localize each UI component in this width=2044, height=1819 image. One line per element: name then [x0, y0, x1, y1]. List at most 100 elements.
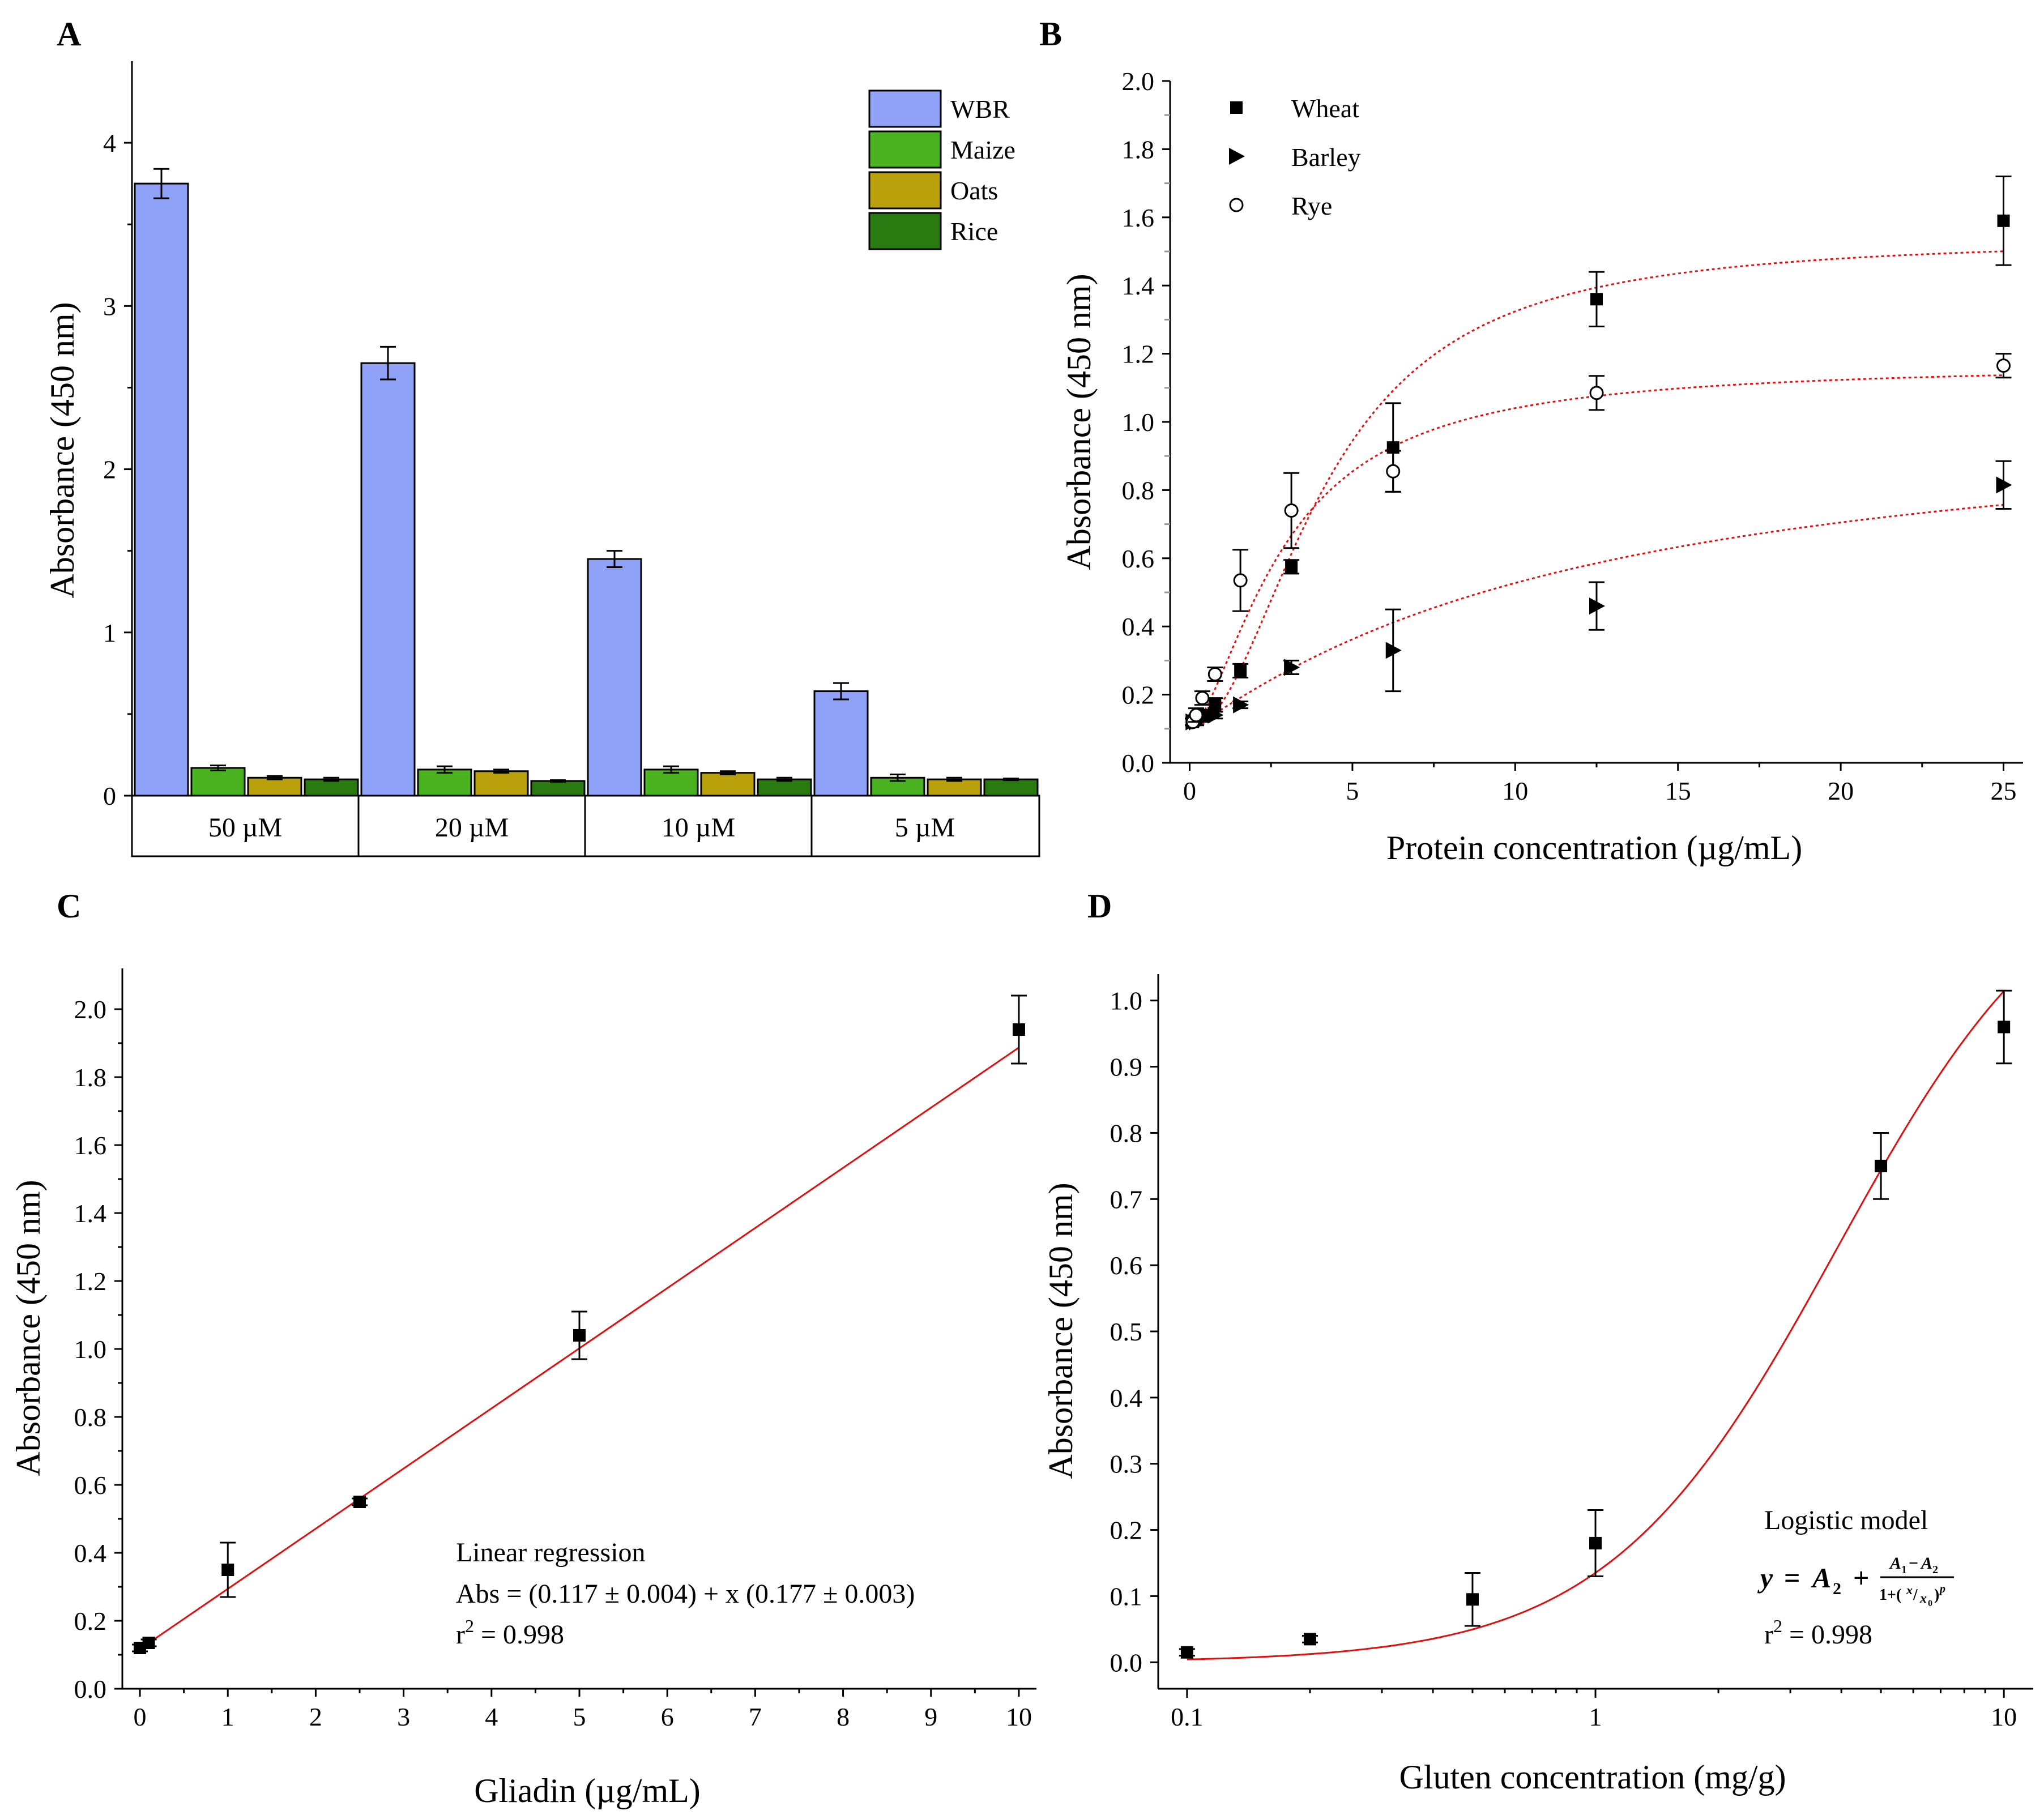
- panel-a-bar-wbr: [360, 362, 416, 797]
- panel-b-y-tick-label: 1.0: [1122, 408, 1155, 437]
- panel-c-x-tick-label: 10: [1006, 1702, 1032, 1731]
- panel-a-bar-wbr: [813, 690, 869, 797]
- panel-b-x-tick-label: 10: [1502, 776, 1528, 805]
- panel-d-x-tick-label: 1: [1589, 1702, 1602, 1731]
- panel-a-bar-wbr: [134, 182, 189, 797]
- panel-c-annotation-title: Linear regression: [456, 1538, 646, 1568]
- panel-b-x-axis-title: Protein concentration (µg/mL): [1386, 829, 1802, 866]
- panel-d-point: [1303, 1633, 1316, 1646]
- panel-d-annotation-title: Logistic model: [1764, 1505, 1928, 1535]
- panel-a-legend-swatch-oats: [868, 171, 942, 210]
- panel-d-r2-sup: 2: [1773, 1616, 1782, 1636]
- panel-b-point-barley: [1589, 597, 1605, 615]
- panel-d-logistic-formula: y = A 2 + A 1 − A 2 1+( x / x 0 ) p: [1757, 1554, 1954, 1608]
- panel-d-y-tick-label: 0.6: [1110, 1251, 1143, 1280]
- panel-b-y-tick-label: 2.0: [1122, 67, 1155, 96]
- svg-text:=: =: [1784, 1562, 1800, 1594]
- svg-text:2: 2: [1932, 1564, 1938, 1576]
- panel-c-y-tick-label: 1.0: [74, 1335, 107, 1364]
- panel-c-x-tick-label: 0: [134, 1702, 147, 1731]
- panel-c-y-tick-label: 0.6: [74, 1471, 107, 1500]
- panel-b-fit-barley: [1190, 503, 2004, 729]
- panel-b-y-tick-label: 1.2: [1122, 340, 1155, 369]
- panel-c-point: [353, 1496, 366, 1508]
- panel-c-point: [573, 1329, 586, 1342]
- panel-a-category-label: 5 µM: [895, 813, 955, 843]
- panel-d-r2-prefix: r: [1764, 1620, 1773, 1650]
- panel-c-point: [1012, 1023, 1025, 1036]
- svg-text:/: /: [1913, 1586, 1918, 1604]
- panel-b-point-wheat: [1285, 560, 1298, 573]
- panel-d-y-tick-label: 0.4: [1110, 1384, 1143, 1412]
- panel-b-y-tick-label: 1.4: [1122, 271, 1155, 300]
- panel-b-point-barley: [1284, 659, 1300, 676]
- panel-a-bar-oats: [473, 770, 529, 797]
- panel-c-x-tick-label: 8: [837, 1702, 850, 1731]
- panel-b-y-tick-label: 0.0: [1122, 749, 1155, 778]
- panel-d-point: [1180, 1646, 1193, 1659]
- panel-b-x-tick-label: 25: [1991, 776, 2017, 805]
- panel-c-annotation-r2: r2 = 0.998: [456, 1616, 564, 1650]
- panel-c-x-tick-label: 3: [397, 1702, 410, 1731]
- svg-text:1: 1: [1901, 1564, 1907, 1576]
- panel-b-legend-label: Rye: [1291, 191, 1332, 220]
- panel-b-x-tick-label: 5: [1346, 776, 1359, 805]
- panel-d-point: [1589, 1536, 1602, 1549]
- panel-b-point-wheat: [1209, 698, 1222, 711]
- panel-d-y-tick-label: 0.9: [1110, 1053, 1143, 1082]
- panel-c-y-axis-title: Absorbance (450 nm): [10, 1180, 47, 1476]
- panel-d-y-ticks: 0.0 0.1 0.2 0.3 0.4 0.5 0.6 0.7 0.8 0.9 1.0: [1110, 987, 1158, 1677]
- panel-b-x-tick-label: 15: [1665, 776, 1691, 805]
- panel-a-y-tick-label: 4: [103, 129, 116, 157]
- panel-d-x-ticks: 0.1 1 10: [1171, 1689, 2017, 1731]
- panel-b-point-barley: [1996, 476, 2012, 494]
- panel-c-x-tick-label: 5: [573, 1702, 586, 1731]
- panel-b-legend-label: Wheat: [1291, 94, 1359, 123]
- panel-c-y-ticks: 0.0 0.2 0.4 0.6 0.8 1.0 1.2 1.4 1.6 1.8 2.0: [74, 995, 122, 1703]
- panel-a-bar-rice: [530, 780, 586, 797]
- panel-c-y-tick-label: 1.6: [74, 1131, 107, 1160]
- panel-b-y-tick-label: 0.8: [1122, 476, 1155, 505]
- panel-b-y-axis-title: Absorbance (450 nm): [1060, 274, 1098, 570]
- svg-text:−: −: [1909, 1554, 1918, 1573]
- panel-d-point: [1998, 1020, 2011, 1034]
- panel-b-point-wheat: [1234, 664, 1247, 677]
- panel-c-y-tick-label: 1.8: [74, 1063, 107, 1092]
- panel-d-y-tick-label: 0.1: [1110, 1582, 1143, 1611]
- panel-c-x-tick-label: 9: [924, 1702, 937, 1731]
- panel-c-y-tick-label: 0.4: [74, 1539, 107, 1568]
- panel-a-category-labels: 50 µM 20 µM 10 µM 5 µM: [208, 813, 955, 843]
- panel-b-x-ticks: 0 5 10 15 20 25: [1183, 763, 2017, 805]
- panel-c-y-tick-label: 2.0: [74, 995, 107, 1024]
- panel-b-fit-rye: [1190, 374, 2004, 729]
- panel-d-point: [1466, 1593, 1479, 1606]
- panel-b-y-tick-label: 0.2: [1122, 681, 1155, 710]
- panel-a-legend-label: Maize: [950, 135, 1015, 164]
- panel-b-point-rye: [1386, 464, 1401, 479]
- panel-a-category-label: 20 µM: [435, 813, 509, 843]
- svg-text:2: 2: [1833, 1579, 1841, 1598]
- panel-c-r2-sup: 2: [465, 1616, 474, 1636]
- panel-d-x-axis-title: Gluten concentration (mg/g): [1399, 1758, 1786, 1796]
- panel-a-y-tick-label: 2: [103, 455, 116, 484]
- panel-a-legend-label: Rice: [950, 217, 998, 246]
- panel-d-data-points: [1179, 989, 2012, 1659]
- panel-c-x-tick-label: 2: [309, 1702, 322, 1731]
- panel-d-y-tick-label: 0.2: [1110, 1516, 1143, 1545]
- panel-b-fit-wheat: [1191, 250, 2004, 730]
- panel-d-y-tick-label: 1.0: [1110, 987, 1143, 1015]
- panel-c-y-tick-label: 0.2: [74, 1607, 107, 1636]
- panel-d-y-tick-label: 0.7: [1110, 1185, 1143, 1214]
- panel-b-x-tick-label: 0: [1183, 776, 1196, 805]
- panel-d-y-axis-title: Absorbance (450 nm): [1042, 1182, 1079, 1479]
- svg-text:A: A: [1920, 1554, 1932, 1573]
- panel-b-minor-tick-dashes: [1164, 114, 1170, 730]
- panel-b-point-wheat: [1997, 214, 2010, 227]
- panel-letter-d: D: [1087, 887, 1112, 925]
- svg-text:A: A: [1811, 1562, 1831, 1594]
- panel-b-y-tick-label: 1.6: [1122, 203, 1155, 232]
- panel-c-x-tick-label: 6: [661, 1702, 674, 1731]
- panel-b-legend: Wheat Barley Rye: [1229, 94, 1361, 220]
- svg-text:): ): [1934, 1586, 1939, 1604]
